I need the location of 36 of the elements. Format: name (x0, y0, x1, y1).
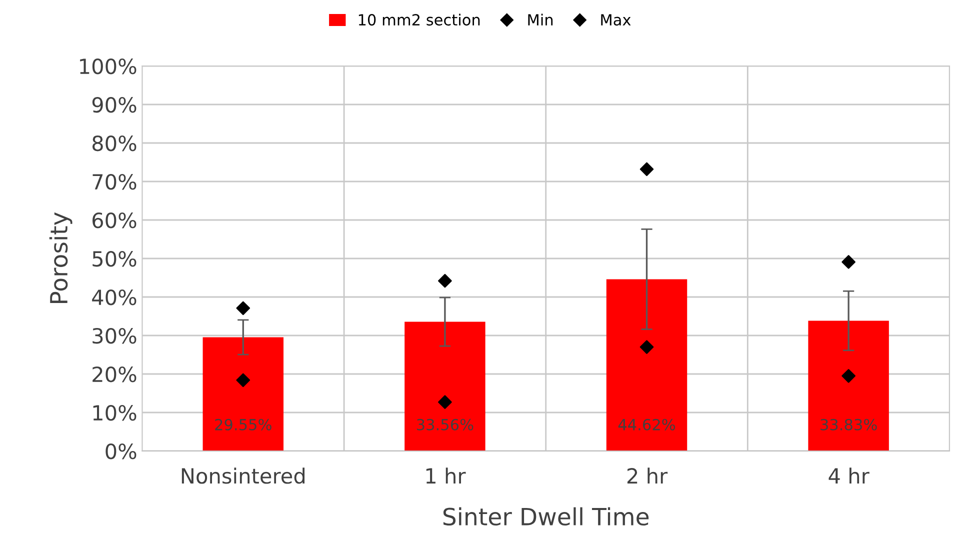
y-tick-label: 10% (93, 404, 136, 421)
y-tick-label: 50% (92, 250, 136, 267)
y-tick-label: 60% (92, 212, 136, 228)
point (438, 274, 452, 288)
legend-label: Max (601, 14, 631, 26)
x-axis-title: Sinter Dwell Time (443, 507, 649, 526)
data-label: 44.62% (618, 418, 676, 430)
x-tick-label: 1 hr (426, 468, 466, 484)
point (842, 255, 856, 269)
x-tick-label: 2 hr (627, 468, 668, 484)
data-label: 33.56% (416, 418, 474, 430)
y-tick-label: 20% (92, 366, 136, 382)
point (236, 301, 250, 316)
point (438, 395, 452, 410)
legend-label: Min (528, 14, 553, 26)
y-tick-label: 80% (92, 135, 136, 152)
point (640, 162, 654, 176)
bar (606, 279, 688, 451)
data-label: 29.55% (215, 418, 272, 430)
bar (202, 337, 284, 451)
x-tick-label: Nonsintered (182, 468, 304, 484)
point (842, 369, 856, 383)
legend-label: 10 mm2 section (358, 14, 480, 26)
y-tick-label: 100% (80, 58, 136, 74)
y-tick-label: 30% (92, 328, 136, 344)
point (640, 340, 654, 354)
data-label: 33.83% (820, 418, 877, 430)
bar (808, 320, 889, 451)
y-tick-label: 0% (106, 443, 136, 460)
bar (404, 322, 486, 451)
y-tick-label: 40% (92, 289, 136, 306)
y-tick-label: 90% (92, 96, 136, 113)
point (236, 373, 250, 388)
x-tick-label: 4 hr (828, 468, 870, 484)
y-tick-label: 70% (92, 174, 136, 190)
y-axis-title: Porosity (49, 212, 72, 303)
